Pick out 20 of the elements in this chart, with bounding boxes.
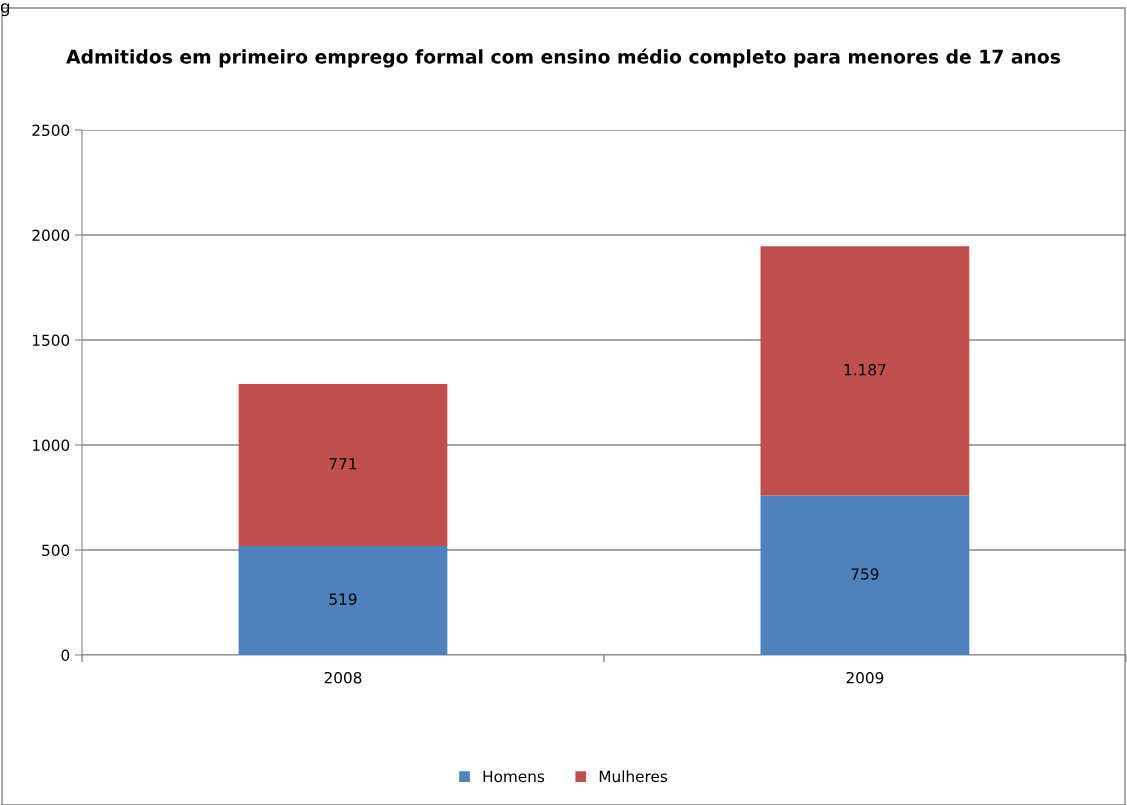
bar [238,384,448,547]
y-tick-label: 2500 [32,124,70,137]
x-tick-label: 2009 [846,671,884,684]
legend-label: Mulheres [599,770,668,783]
data-label: 1.187 [844,363,886,376]
bar [760,495,970,655]
legend-label: Homens [483,770,545,783]
x-tick-label: 2008 [324,671,362,684]
y-tick-label: 500 [42,544,70,557]
data-label: 519 [329,593,357,605]
bar [760,246,970,496]
y-tick-label: 0 [61,649,70,662]
bar [238,546,448,655]
y-tick-label: 1000 [32,439,70,452]
data-label: 759 [851,568,879,580]
y-tick-label: 2000 [32,229,70,242]
data-label: 771 [329,458,357,470]
chart-title: Admitidos em primeiro emprego formal com ensino médio completo para menores de 17 anos [66,48,1061,68]
text: g [0,3,10,17]
y-tick-label: 1500 [32,334,70,347]
